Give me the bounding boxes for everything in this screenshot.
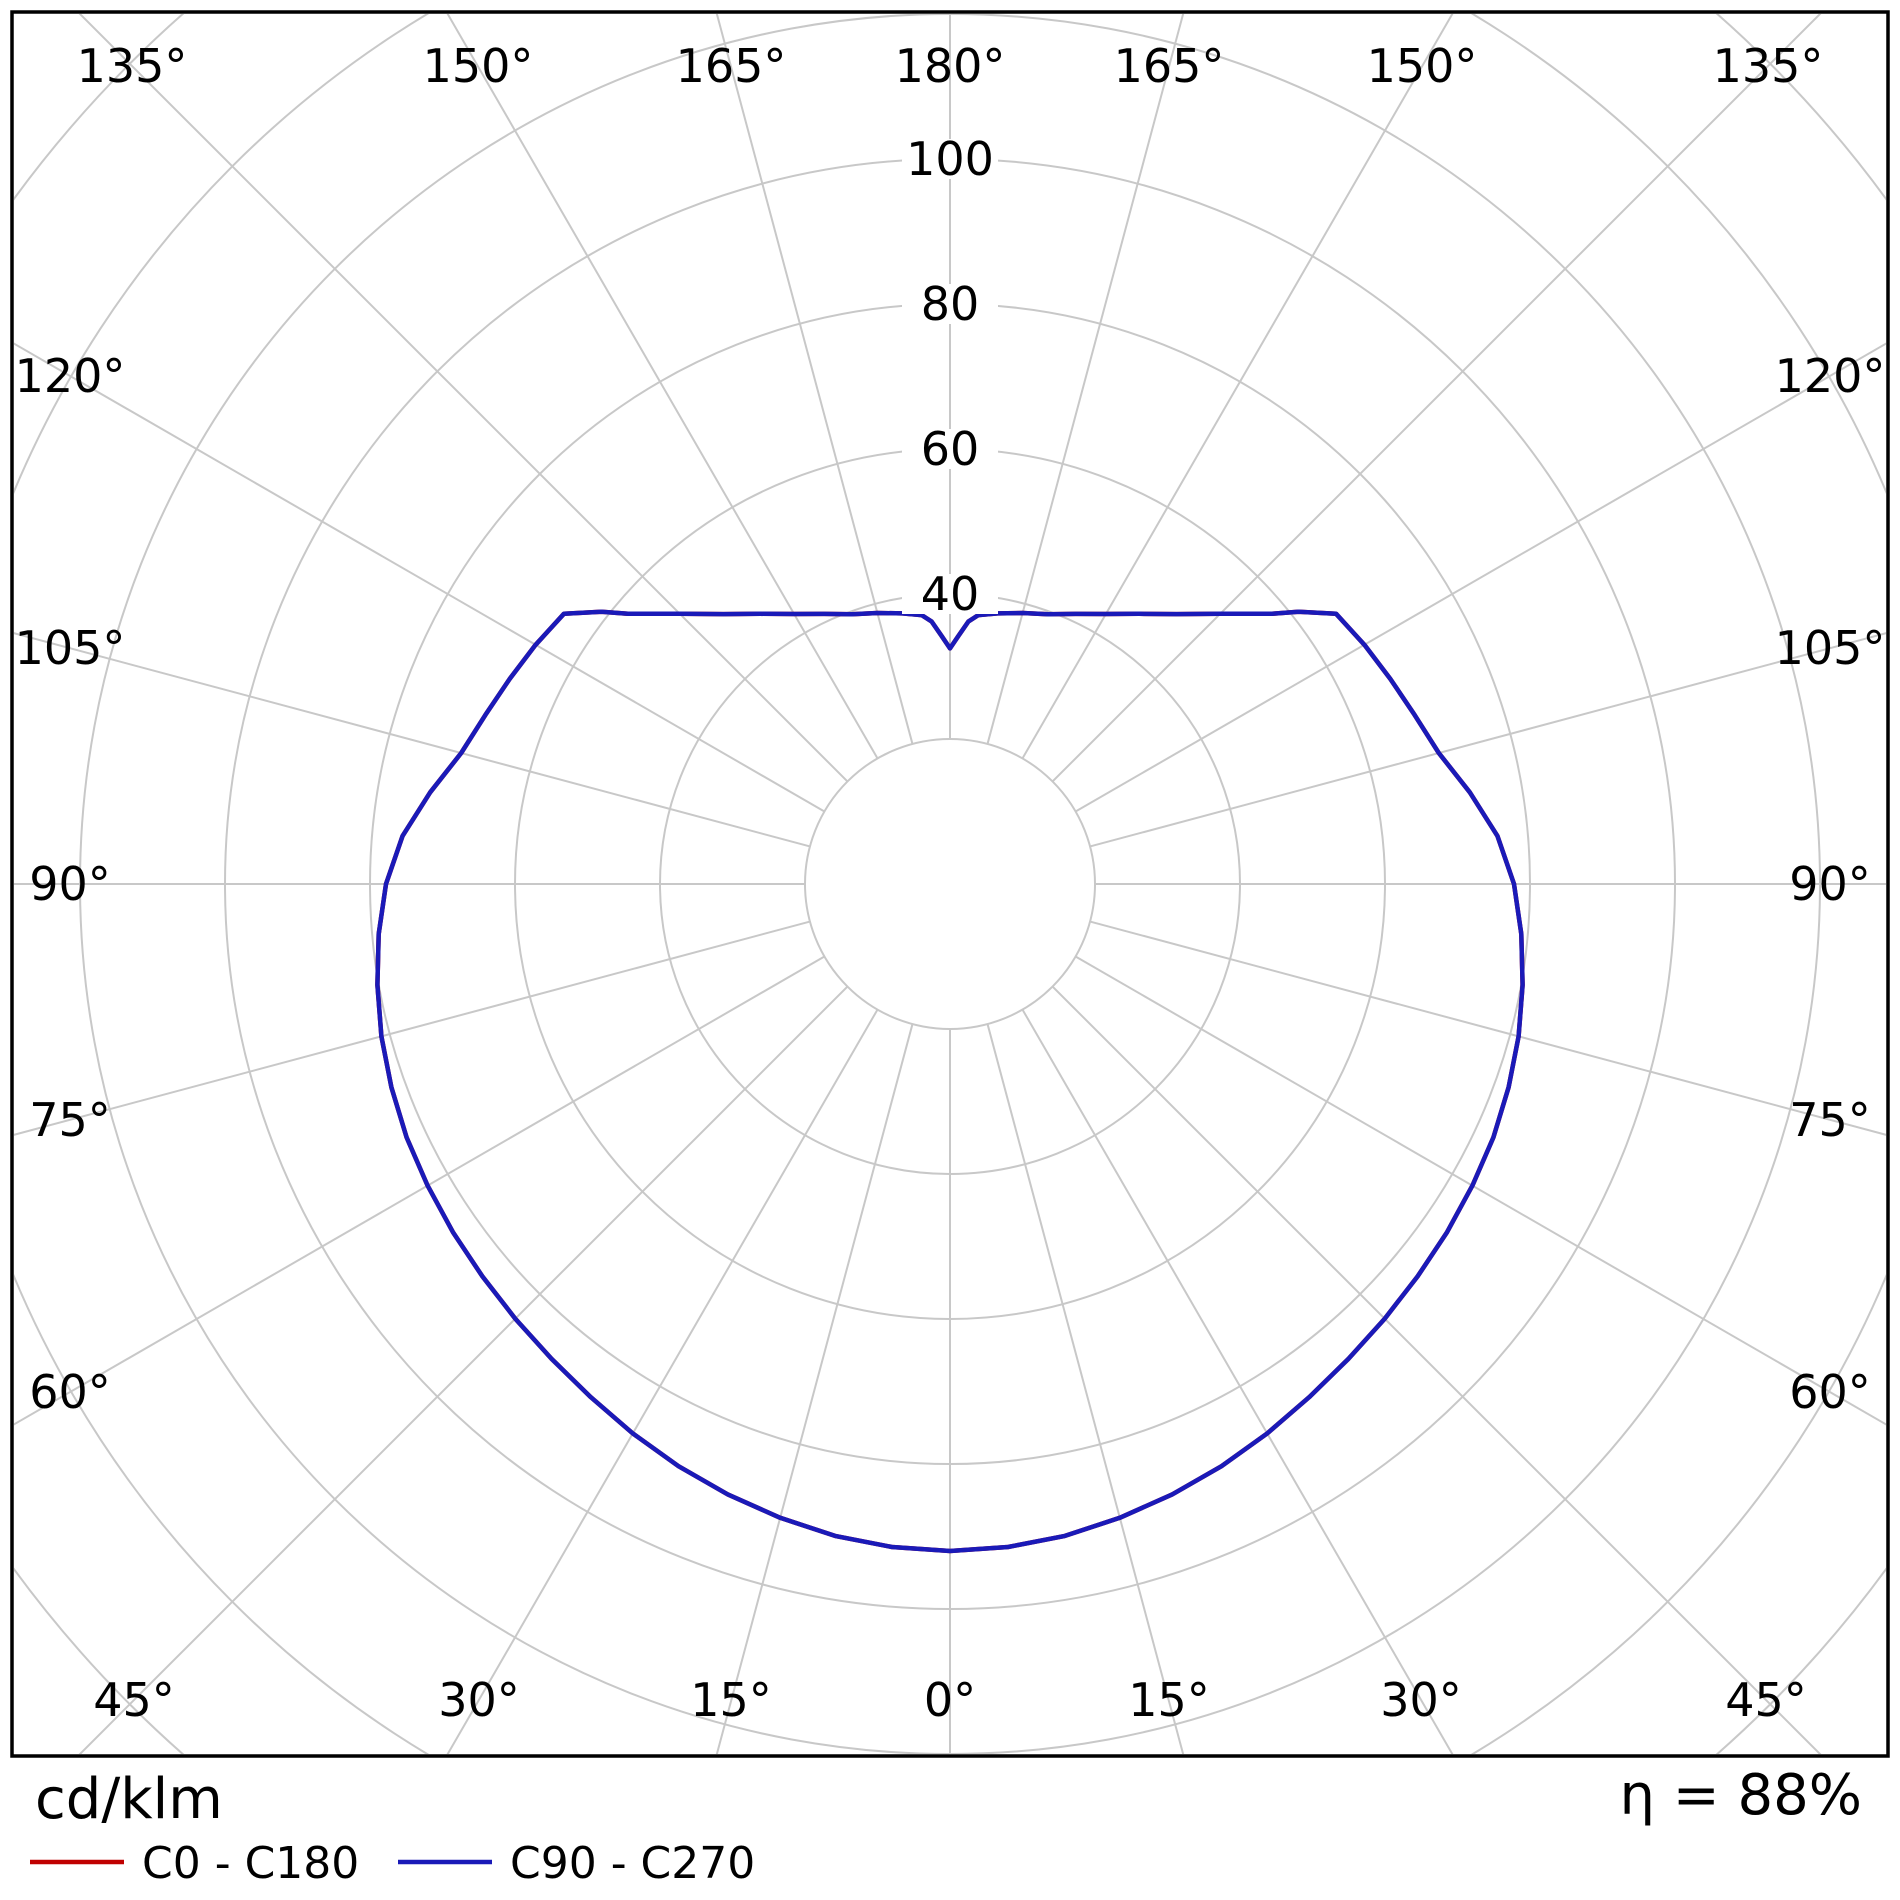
grid-ray: [1021, 14, 1454, 759]
radial-label: 100: [906, 132, 994, 186]
radial-label-mask: [902, 284, 998, 324]
grid-ray: [14, 920, 811, 1136]
legend-label-c90-c270: C90 - C270: [510, 1838, 755, 1889]
angle-label: 120°: [1775, 349, 1886, 403]
angle-label: 0°: [924, 1673, 976, 1727]
angle-label: 180°: [895, 39, 1006, 93]
unit-label: cd/klm: [35, 1767, 223, 1832]
angle-label: 60°: [29, 1365, 111, 1419]
radial-label: 60: [921, 422, 980, 476]
angle-label: 45°: [93, 1673, 175, 1727]
angle-label: 30°: [438, 1673, 520, 1727]
curve-C90-C270: [375, 609, 1525, 1554]
grid-ray: [1021, 1009, 1454, 1754]
grid-ray: [1089, 920, 1886, 1136]
angle-label: 105°: [1775, 621, 1886, 675]
grid-ray: [1075, 955, 1886, 1426]
angle-label: 120°: [15, 349, 126, 403]
grid-ray: [14, 342, 825, 813]
grid-ray: [446, 1009, 879, 1754]
axis-labels: 0° 15° 30° 45° 60° 75° 90° 105° 120° 135° 150° 165°…: [15, 39, 1886, 1727]
grid-ray: [1089, 632, 1886, 848]
grid-ray: [1075, 342, 1886, 813]
radial-label: 80: [921, 277, 980, 331]
grid-ray: [78, 985, 849, 1754]
grid-ray: [715, 1023, 914, 1754]
angle-label: 60°: [1789, 1365, 1871, 1419]
efficiency-label: η = 88%: [1620, 1763, 1862, 1828]
grid-ray: [78, 14, 849, 783]
grid-ray: [14, 632, 811, 848]
grid-ray: [14, 955, 825, 1426]
angle-label: 90°: [29, 857, 111, 911]
angle-label: 15°: [1128, 1673, 1210, 1727]
angle-label: 90°: [1789, 857, 1871, 911]
angle-label: 135°: [77, 39, 188, 93]
legend-label-c0-c180: C0 - C180: [142, 1838, 359, 1889]
angle-label: 135°: [1713, 39, 1824, 93]
grid-ring: [804, 738, 1096, 1030]
radial-label-mask: [902, 139, 998, 179]
angle-label: 165°: [1114, 39, 1225, 93]
grid-ray: [986, 14, 1185, 745]
intensity-curves: [375, 609, 1525, 1554]
angle-label: 75°: [1789, 1093, 1871, 1147]
angle-label: 150°: [423, 39, 534, 93]
grid-ray: [446, 14, 879, 759]
angle-label: 105°: [15, 621, 126, 675]
angle-label: 165°: [676, 39, 787, 93]
angle-label: 150°: [1367, 39, 1478, 93]
radial-label: 40: [921, 567, 980, 621]
angle-label: 15°: [690, 1673, 772, 1727]
angle-label: 30°: [1380, 1673, 1462, 1727]
angle-label: 75°: [29, 1093, 111, 1147]
grid-ray: [1051, 985, 1822, 1754]
grid-ray: [715, 14, 914, 745]
radial-label-mask: [902, 429, 998, 469]
grid-ray: [986, 1023, 1185, 1754]
radial-label-mask: [902, 574, 998, 614]
plot-border: [10, 10, 1890, 1758]
angle-label: 45°: [1725, 1673, 1807, 1727]
grid-ray: [1051, 14, 1822, 783]
